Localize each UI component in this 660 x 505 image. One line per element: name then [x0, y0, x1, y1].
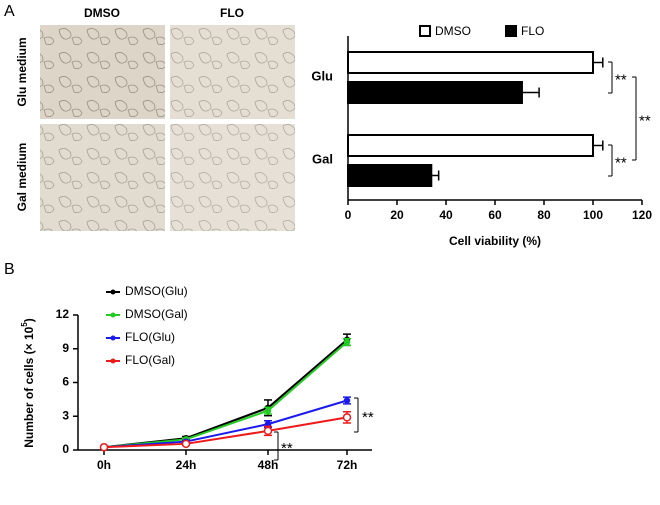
x-tick-label: 120: [632, 208, 652, 222]
bar: [347, 81, 523, 104]
panel-label: A: [4, 3, 15, 20]
y-tick-label: 6: [62, 375, 69, 389]
x-axis-label: Cell viability (%): [449, 234, 541, 248]
micrograph: [170, 124, 295, 231]
point: [342, 413, 352, 422]
legend-marker: [110, 289, 116, 295]
y-tick-label: 3: [62, 408, 69, 422]
annotation: **: [281, 440, 293, 457]
point: [264, 407, 272, 414]
point: [99, 442, 109, 452]
legend-label: FLO(Glu): [125, 330, 175, 344]
point: [343, 338, 351, 346]
annotation: **: [362, 409, 374, 426]
y-axis-label-sup: 5: [20, 322, 29, 327]
x-tick-label: 48h: [258, 458, 279, 472]
micrograph: [40, 124, 165, 231]
row-label: Glu medium: [15, 37, 29, 106]
x-tick-label: 0h: [97, 458, 111, 472]
point: [181, 439, 191, 449]
y-tick-label: Gal: [312, 151, 333, 166]
column-label: FLO: [220, 6, 244, 20]
series-line: [103, 416, 348, 449]
legend-marker: [110, 358, 116, 364]
x-tick-label: 20: [390, 208, 404, 222]
legend-swatch: [419, 25, 431, 37]
bar: [347, 164, 433, 187]
y-tick-label: Glu: [311, 68, 333, 83]
y-tick-label: 9: [62, 341, 69, 355]
y-axis-label-part: Number of cells (× 10: [22, 326, 36, 447]
legend-label: DMSO: [435, 24, 471, 38]
x-tick-label: 40: [439, 208, 453, 222]
panel-label: B: [4, 261, 15, 278]
x-tick-label: 0: [345, 208, 352, 222]
annotation: **: [639, 112, 651, 129]
x-tick-label: 24h: [176, 458, 197, 472]
row-label: Gal medium: [15, 143, 29, 212]
y-tick-label: 0: [62, 442, 69, 456]
series-line: [103, 399, 348, 449]
micrograph: [170, 25, 295, 119]
bar: [347, 51, 594, 74]
legend-label: DMSO(Gal): [125, 307, 188, 321]
bar: [347, 134, 594, 157]
legend-label: DMSO(Glu): [125, 284, 188, 298]
point: [263, 426, 273, 436]
legend-swatch: [505, 25, 517, 37]
micrograph: [40, 25, 165, 119]
legend-label: FLO(Gal): [125, 353, 175, 367]
x-tick-label: 60: [488, 208, 502, 222]
legend-label: FLO: [521, 24, 544, 38]
legend-marker: [110, 312, 116, 318]
y-tick-label: 12: [56, 307, 70, 321]
x-tick-label: 80: [537, 208, 551, 222]
annotation: **: [615, 154, 627, 171]
y-axis-label-part: ): [22, 318, 36, 322]
column-label: DMSO: [84, 6, 120, 20]
y-axis-label: Number of cells (× 105): [20, 318, 36, 448]
x-tick-label: 100: [583, 208, 603, 222]
x-tick-label: 72h: [337, 458, 358, 472]
annotation: **: [615, 71, 627, 88]
legend-marker: [110, 335, 116, 341]
point: [343, 397, 351, 404]
series-line: [103, 341, 348, 449]
